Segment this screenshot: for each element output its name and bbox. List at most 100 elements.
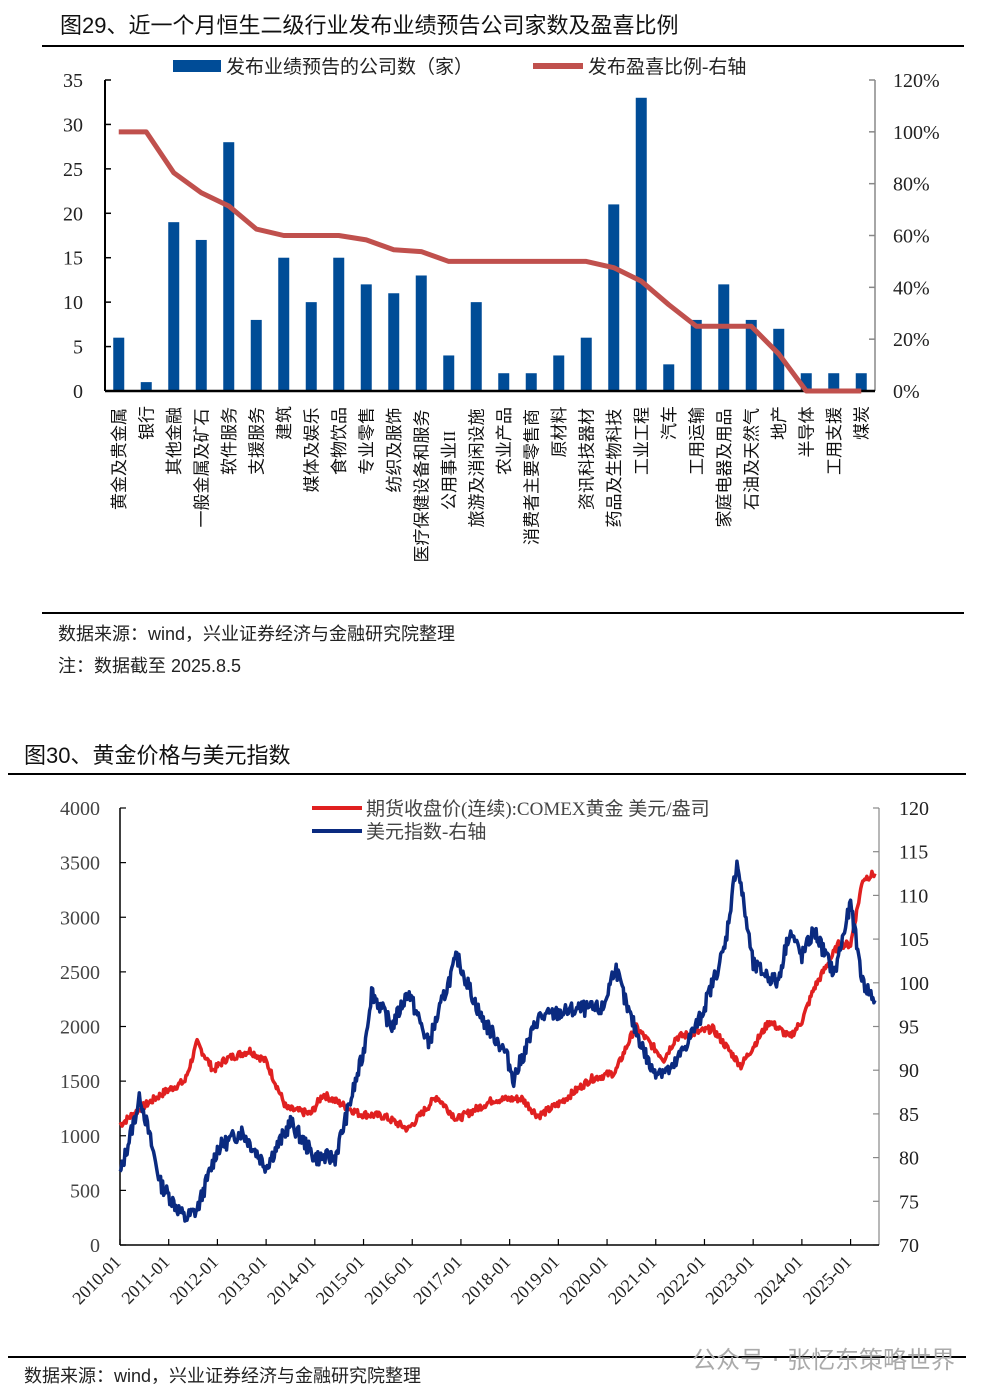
bar xyxy=(443,355,455,391)
x-tick-label: 2023-01 xyxy=(701,1252,758,1309)
figure30-source: 数据来源：wind，兴业证券经济与金融研究院整理 xyxy=(24,1366,422,1386)
bar xyxy=(828,373,840,391)
watermark: 公众号 · 张忆东策略世界 xyxy=(692,1346,955,1374)
bar xyxy=(690,319,702,391)
bar xyxy=(113,337,125,391)
category-label: 医疗保健设备和服务 xyxy=(412,410,431,563)
bar xyxy=(855,373,867,391)
x-tick-label: 2010-01 xyxy=(68,1252,125,1309)
category-label: 原材料 xyxy=(550,407,569,458)
x-tick-label: 2013-01 xyxy=(214,1252,271,1309)
category-label: 一般金属及矿石 xyxy=(192,409,211,528)
y-right-tick-label: 115 xyxy=(899,842,928,864)
category-label: 媒体及娱乐 xyxy=(302,408,321,493)
category-label: 纺织及服饰 xyxy=(385,408,404,493)
y-right-tick-label: 70 xyxy=(899,1235,919,1257)
bar xyxy=(333,257,345,391)
legend-bar-swatch xyxy=(173,60,221,72)
y-left-tick-label: 5 xyxy=(73,337,83,359)
category-label: 软件服务 xyxy=(220,407,239,475)
dollar-index-line xyxy=(118,859,877,1223)
x-tick-label: 2019-01 xyxy=(507,1252,564,1309)
category-label: 石油及天然气 xyxy=(742,408,761,510)
bar xyxy=(415,275,427,391)
x-tick-label: 2024-01 xyxy=(750,1252,807,1309)
bar xyxy=(773,328,785,391)
chart-figure29: 0 5 10 15 20 25 30 35 0% 20% 40% 60% 80% 100% 120% 黄金及贵… xyxy=(63,56,940,563)
y-right-tick-label: 80 xyxy=(899,1148,919,1170)
y-right-tick-label: 60% xyxy=(893,226,930,248)
legend-dollar-label: 美元指数-右轴 xyxy=(366,821,486,843)
y-right-tick-label: 0% xyxy=(893,381,920,403)
category-label: 工业工程 xyxy=(632,407,651,475)
category-label: 黄金及贵金属 xyxy=(110,408,129,510)
category-label: 汽车 xyxy=(660,406,679,440)
figure29-top-rule xyxy=(42,45,964,47)
y-left-tick-label: 0 xyxy=(90,1235,100,1257)
y-right-tick-label: 120% xyxy=(893,70,940,92)
category-label: 专业零售 xyxy=(357,407,376,475)
y-left-tick-label: 1500 xyxy=(60,1071,100,1093)
y-right-tick-label: 20% xyxy=(893,329,930,351)
category-label: 食物饮品 xyxy=(330,407,349,475)
category-label: 药品及生物科技 xyxy=(605,409,624,528)
y-right-tick-label: 90 xyxy=(899,1060,919,1082)
category-label: 其他金融 xyxy=(165,407,184,475)
bar xyxy=(195,239,207,391)
y-right-tick-label: 120 xyxy=(899,798,929,820)
y-left-tick-label: 35 xyxy=(63,70,83,92)
y-left-tick-label: 1000 xyxy=(60,1126,100,1148)
y-left-tick-label: 2000 xyxy=(60,1017,100,1039)
bar xyxy=(580,337,592,391)
bar xyxy=(278,257,290,391)
category-label: 建筑 xyxy=(275,406,294,440)
y-right-tick-label: 80% xyxy=(893,174,930,196)
category-label: 支援服务 xyxy=(247,407,266,475)
y-right-tick-label: 110 xyxy=(899,885,928,907)
bar xyxy=(718,284,730,391)
legend-gold-label: 期货收盘价(连续):COMEX黄金 美元/盎司 xyxy=(366,798,710,820)
y-right-tick-label: 95 xyxy=(899,1017,919,1039)
y-left-tick-label: 15 xyxy=(63,248,83,270)
chart-figure30: 0 500 1000 1500 2000 2500 3000 3500 4000 70 75 80 85… xyxy=(60,798,929,1309)
bar xyxy=(305,302,317,391)
category-label: 农业产品 xyxy=(495,407,514,475)
y-left-tick-label: 500 xyxy=(70,1180,100,1202)
x-tick-label: 2020-01 xyxy=(555,1252,612,1309)
category-label: 工用支援 xyxy=(825,407,844,475)
x-tick-label: 2021-01 xyxy=(604,1252,661,1309)
legend-line-label: 发布盈喜比例-右轴 xyxy=(588,56,746,78)
y-left-tick-label: 3500 xyxy=(60,853,100,875)
category-label: 工用运输 xyxy=(687,407,706,475)
bar xyxy=(608,204,620,391)
category-label: 地产 xyxy=(770,406,789,440)
figure29-title: 图29、近一个月恒生二级行业发布业绩预告公司家数及盈喜比例 xyxy=(60,13,679,38)
figure29-source: 数据来源：wind，兴业证券经济与金融研究院整理 xyxy=(58,624,456,644)
y-left-tick-label: 30 xyxy=(63,114,83,136)
y-right-tick-label: 100 xyxy=(899,973,929,995)
category-label: 煤炭 xyxy=(852,406,871,440)
ratio-line xyxy=(118,129,862,394)
y-left-tick-label: 4000 xyxy=(60,798,100,820)
bar xyxy=(223,142,235,391)
y-left-tick-label: 3000 xyxy=(60,907,100,929)
bar xyxy=(470,302,482,391)
bar xyxy=(498,373,510,391)
y-left-tick-label: 10 xyxy=(63,292,83,314)
figure30-bottom-rule xyxy=(8,1356,966,1358)
y-right-tick-label: 75 xyxy=(899,1191,919,1213)
category-label: 家庭电器及用品 xyxy=(715,409,734,528)
bar xyxy=(745,319,757,391)
x-tick-label: 2014-01 xyxy=(263,1252,320,1309)
x-tick-label: 2018-01 xyxy=(458,1252,515,1309)
y-right-tick-label: 85 xyxy=(899,1104,919,1126)
y-left-tick-label: 25 xyxy=(63,159,83,181)
figure30-title: 图30、黄金价格与美元指数 xyxy=(24,743,291,768)
x-tick-label: 2016-01 xyxy=(360,1252,417,1309)
bar xyxy=(388,293,400,391)
category-label: 旅游及消闲设施 xyxy=(467,409,486,528)
y-right-tick-label: 40% xyxy=(893,277,930,299)
x-tick-label: 2022-01 xyxy=(653,1252,710,1309)
bar xyxy=(553,355,565,391)
category-label: 公用事业II xyxy=(440,430,459,510)
